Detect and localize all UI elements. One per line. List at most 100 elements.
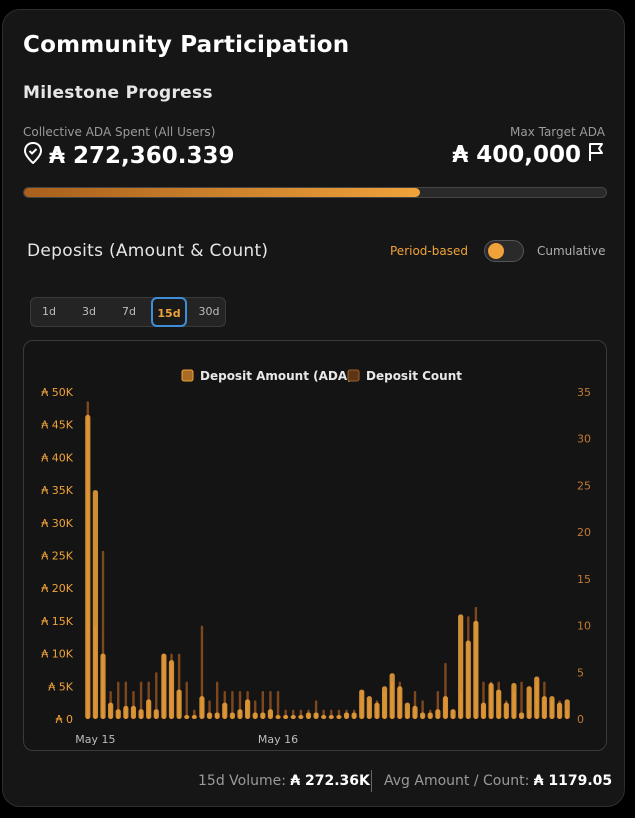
legend-count-label: Deposit Count <box>366 369 462 383</box>
deposit-amount-bar <box>518 712 525 719</box>
deposit-amount-bar <box>283 715 289 719</box>
deposit-amount-bar <box>526 686 532 719</box>
footer-divider <box>371 770 372 792</box>
deposit-amount-bar <box>556 702 563 719</box>
deposit-amount-bar <box>480 702 487 719</box>
deposit-amount-bar <box>305 712 312 719</box>
deposit-amount-bar <box>199 696 205 719</box>
deposit-amount-bar <box>123 705 129 719</box>
x-tick-label: May 15 <box>75 733 115 746</box>
range-3d-button[interactable]: 3d <box>82 305 96 318</box>
y-right-tick-label: 35 <box>577 386 591 399</box>
deposit-amount-bar <box>130 705 137 719</box>
range-15d-button[interactable]: 15d <box>151 297 187 327</box>
deposit-amount-bar <box>184 715 190 719</box>
deposit-amount-bar <box>442 696 449 719</box>
y-left-tick-label: ₳ 5K <box>48 680 73 693</box>
deposit-amount-bar <box>389 673 395 719</box>
page-title: Community Participation <box>23 32 350 58</box>
deposit-amount-bar <box>321 715 327 719</box>
toggle-knob <box>488 243 504 259</box>
range-1d-button[interactable]: 1d <box>42 305 56 318</box>
spent-value: ₳ 272,360.339 <box>49 143 235 169</box>
deposit-count-bar <box>520 681 523 719</box>
deposit-amount-bar <box>374 702 380 719</box>
volume-value: ₳ 272.36K <box>290 773 370 789</box>
y-right-tick-label: 10 <box>577 620 591 633</box>
deposit-amount-bar <box>108 702 114 719</box>
deposit-count-bar <box>215 681 219 719</box>
deposit-count-bar <box>185 681 188 719</box>
deposit-amount-bar <box>420 712 426 719</box>
deposit-amount-bar <box>564 699 570 719</box>
range-30d-button[interactable]: 30d <box>198 305 220 318</box>
x-tick-label: May 16 <box>258 733 298 746</box>
deposit-count-bar <box>155 672 158 719</box>
deposit-amount-bar <box>549 696 555 719</box>
y-right-tick-label: 25 <box>577 479 591 492</box>
footer-average: Avg Amount / Count: ₳ 1179.05 <box>384 773 612 789</box>
deposit-amount-bar <box>427 712 433 719</box>
deposit-amount-bar <box>176 689 182 719</box>
target-value: ₳ 400,000 <box>452 142 581 168</box>
deposit-count-bar <box>276 690 280 719</box>
deposit-amount-bar <box>100 653 106 719</box>
period-cumulative-toggle[interactable] <box>484 240 524 262</box>
community-participation-card: Community Participation Milestone Progre… <box>2 9 625 807</box>
deposit-amount-bar <box>404 702 410 719</box>
deposit-amount-bar <box>267 709 274 719</box>
legend-amount-label: Deposit Amount (ADA) <box>200 369 353 383</box>
range-selector: 1d 3d 7d 15d 30d <box>30 297 226 327</box>
deposits-chart-svg: Deposit Amount (ADA) Deposit Count ₳ 0 ₳ 5K… <box>41 369 591 746</box>
deposit-amount-bar <box>153 709 159 719</box>
deposit-amount-bar <box>351 712 357 719</box>
y-left-tick-label: ₳ 50K <box>41 386 73 399</box>
legend-count-swatch <box>347 369 360 382</box>
deposit-amount-bar <box>138 709 144 719</box>
deposit-count-bar <box>261 690 265 719</box>
deposit-amount-bar <box>115 709 121 719</box>
deposit-amount-bar <box>222 702 228 719</box>
y-right-tick-label: 30 <box>577 433 591 446</box>
spent-label: Collective ADA Spent (All Users) <box>23 125 216 139</box>
deposit-amount-bar <box>359 689 365 719</box>
avg-label: Avg Amount / Count: <box>384 773 530 789</box>
deposit-amount-bar <box>328 715 334 719</box>
deposits-heading: Deposits (Amount & Count) <box>27 241 269 261</box>
milestone-heading: Milestone Progress <box>23 83 213 103</box>
deposit-amount-bar <box>488 683 494 719</box>
deposits-chart: Deposit Amount (ADA) Deposit Count ₳ 0 ₳ 5K… <box>23 340 607 751</box>
deposit-amount-bar <box>237 709 243 719</box>
spent-value-row: ₳ 272,360.339 <box>23 141 235 170</box>
deposit-amount-bar <box>214 712 220 719</box>
y-right-tick-label: 5 <box>577 666 584 679</box>
deposit-amount-bar <box>450 709 456 719</box>
deposit-amount-bar <box>168 660 175 719</box>
deposit-amount-bar <box>206 712 213 719</box>
deposit-amount-bar <box>92 490 99 719</box>
deposit-count-bar <box>231 690 234 719</box>
footer-volume: 15d Volume: ₳ 272.36K <box>198 773 370 789</box>
deposit-amount-bar <box>435 709 441 719</box>
deposit-count-bar <box>200 625 204 719</box>
deposit-amount-bar <box>290 715 296 719</box>
deposit-amount-bar <box>260 712 266 719</box>
deposit-amount-bar <box>245 699 251 719</box>
y-left-tick-label: ₳ 40K <box>41 451 73 464</box>
deposit-amount-bar <box>336 715 342 719</box>
range-7d-button[interactable]: 7d <box>122 305 136 318</box>
deposit-amount-bar <box>503 702 509 719</box>
volume-label: 15d Volume: <box>198 773 286 789</box>
y-right-tick-label: 20 <box>577 526 591 539</box>
location-check-icon <box>23 141 43 170</box>
deposit-amount-bar <box>465 640 471 719</box>
deposit-amount-bar <box>541 696 547 719</box>
y-left-tick-label: ₳ 15K <box>41 615 73 628</box>
cumulative-label[interactable]: Cumulative <box>537 244 606 258</box>
deposit-amount-bar <box>473 620 479 719</box>
avg-value: ₳ 1179.05 <box>533 773 613 789</box>
flag-icon <box>587 142 605 168</box>
period-based-label[interactable]: Period-based <box>390 244 468 258</box>
deposit-amount-bar <box>161 653 167 719</box>
legend-amount-swatch <box>181 369 194 382</box>
